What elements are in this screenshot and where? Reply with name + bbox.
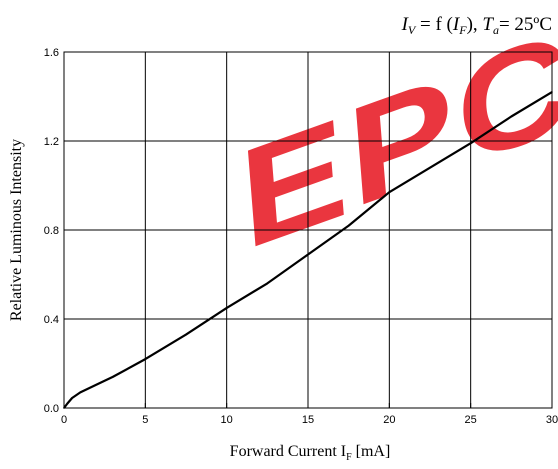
y-tick-label: 0.4 — [44, 314, 59, 326]
formula-annotation: IV = f (IF), Ta= 25ºC — [401, 14, 552, 37]
data-point — [266, 282, 269, 285]
watermark-letter: E — [235, 87, 352, 280]
data-point — [388, 191, 391, 193]
data-point — [307, 253, 309, 256]
data-point — [112, 376, 114, 378]
x-tick-label: 10 — [221, 414, 233, 426]
x-axis-label: Forward Current IF [mA] — [230, 443, 391, 463]
x-tick-label: 15 — [302, 414, 314, 426]
data-point — [79, 391, 82, 394]
data-point — [347, 224, 350, 227]
x-tick-label: 20 — [383, 414, 395, 426]
ticks: 0 5 10 15 20 25 30 0.0 0.4 0.8 1.2 1.6 — [44, 47, 558, 426]
data-point — [95, 383, 98, 386]
series-layer — [63, 91, 553, 409]
data-point — [225, 307, 228, 309]
x-tick-label: 30 — [546, 414, 558, 426]
y-tick-label: 0.0 — [44, 403, 59, 415]
x-tick-label: 25 — [465, 414, 477, 426]
x-tick-label: 5 — [142, 414, 148, 426]
data-point — [71, 397, 73, 399]
data-point — [144, 358, 147, 360]
x-tick-label: 0 — [61, 414, 67, 426]
y-tick-label: 1.2 — [44, 136, 59, 148]
y-tick-label: 1.6 — [44, 47, 59, 59]
data-point — [469, 142, 472, 145]
y-tick-label: 0.8 — [44, 225, 59, 237]
data-point — [66, 402, 69, 405]
y-axis-label: Relative Luminous Intensity — [8, 139, 25, 321]
data-point — [185, 333, 187, 336]
watermark: EPC — [235, 0, 558, 280]
grid — [64, 52, 552, 408]
data-point — [429, 166, 431, 169]
data-point — [510, 115, 513, 118]
